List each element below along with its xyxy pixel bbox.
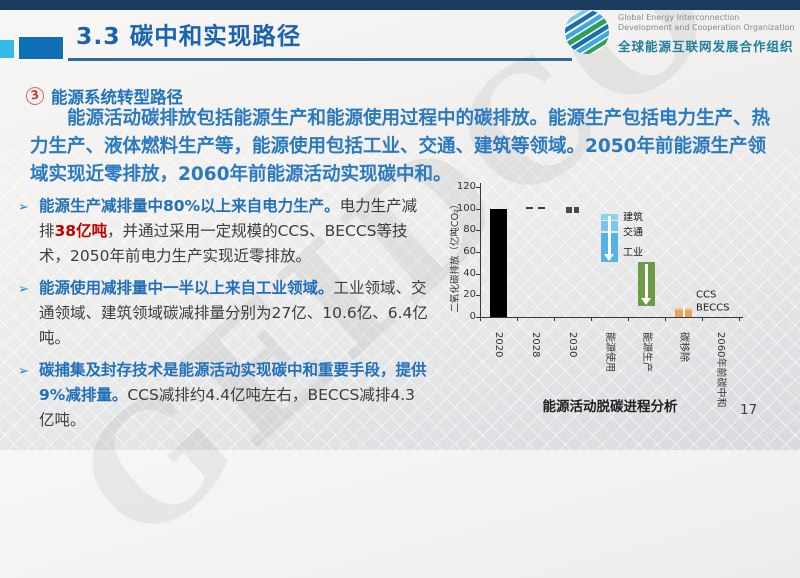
title-accent-square-dark [19,37,63,59]
y-tick-mark [476,295,480,297]
x-tick-mark [517,317,518,321]
y-tick-mark [476,317,480,318]
bullet-arrow-icon: ➢ [18,200,29,215]
section-header: 3 能源系统转型路径 [24,84,183,108]
bar-split-gap [682,307,685,317]
x-tick-mark [739,317,740,321]
intro-paragraph: 能源活动碳排放包括能源生产和能源使用过程中的碳排放。能源生产包括电力生产、热力生… [30,108,771,185]
down-arrow-shaft [608,216,611,255]
y-tick-label: 0 [469,311,476,322]
y-tick-mark [476,230,480,232]
logo-english-line2: Development and Cooperation Organization [618,23,795,32]
peak-dash-marker [525,206,533,210]
y-tick-label: 100 [456,202,476,214]
bullet-arrow-icon: ➢ [18,282,29,297]
bullet-lead-text: 能源使用减排量中一半以上来自工业领域。 [39,279,334,297]
section-number-badge: 3 [24,85,46,107]
x-tick-mark [480,317,481,321]
bullet-list: ➢ 能源生产减排量中80%以上来自电力生产。电力生产减排38亿吨，并通过采用一定规… [18,194,430,440]
logo-english-line1: Global Energy Interconnection [618,13,740,22]
bullet-item: ➢ 碳捕集及封存技术是能源活动实现碳中和重要手段，提供9%减排量。CCS减排约4.… [18,358,430,433]
y-tick-mark [476,273,480,275]
organization-logo: Global Energy Interconnection Developmen… [556,1,795,63]
y-tick-mark [476,252,480,253]
section-title: 能源系统转型路径 [51,88,183,107]
y-tick-label: 40 [463,267,476,279]
waterfall-bar [490,208,507,317]
peak-dash-marker [537,206,545,210]
y-tick-mark [476,208,480,210]
bullet-arrow-icon: ➢ [18,364,29,379]
x-tick-mark [591,317,592,321]
title-accent-square-light [0,40,14,58]
peak-marker [566,206,572,213]
y-tick-label: 120 [456,181,476,192]
title-underline [68,58,572,61]
bullet-lead-text: 碳捕集及封存技术是能源活动实现碳中和重要手段，提供9%减排量。 [39,361,427,404]
y-tick-label: 60 [463,246,476,257]
down-arrow-head [604,253,614,261]
page-title: 3.3 碳中和实现路径 [76,22,302,50]
x-tick-mark [628,317,629,321]
top-accent-bar [0,0,800,10]
x-axis-line [480,317,743,318]
x-tick-mark [702,317,703,321]
y-tick-label: 80 [463,224,476,236]
bullet-body-text: CCS减排约4.4亿吨左右，BECCS减排4.3亿吨。 [39,386,416,429]
y-tick-mark [476,187,480,188]
bullet-body-text: 电力生产减排 [39,197,418,240]
page-number: 17 [740,402,758,418]
peak-marker [573,206,579,213]
bullet-item: ➢ 能源生产减排量中80%以上来自电力生产。电力生产减排38亿吨，并通过采用一定规… [18,194,430,269]
x-tick-mark [665,317,666,321]
x-tick-mark [554,317,555,321]
down-arrow-head [641,298,651,306]
bullet-item: ➢ 能源使用减排量中一半以上来自工业领域。工业领域、交通领域、建筑领域碳减排量分别… [18,276,430,351]
y-axis-line [480,183,481,317]
logo-text: Global Energy Interconnection Developmen… [618,13,795,55]
bullet-body-text: 工业领域、交通领域、建筑领域碳减排量分别为27亿、10.6亿、6.4亿吨。 [39,279,428,347]
bullet-body-text: 38亿吨 [54,222,108,240]
decarbonization-chart: 二氧化碳排放（亿吨CO₂） 能源活动脱碳进程分析 0 20 40 60 80 100 120… [446,180,798,430]
logo-chinese-name: 全球能源互联网发展合作组织 [618,39,794,54]
globe-icon [556,1,618,63]
down-arrow-shaft [645,263,648,300]
bullet-body-text: ，并通过采用一定规模的CCS、BECCS等技术，2050年前电力生产实现近零排放… [39,222,408,265]
bullet-lead-text: 能源生产减排量中80%以上来自电力生产。 [39,197,340,215]
y-tick-label: 20 [463,289,476,301]
chart-title: 能源活动脱碳进程分析 [542,399,678,415]
